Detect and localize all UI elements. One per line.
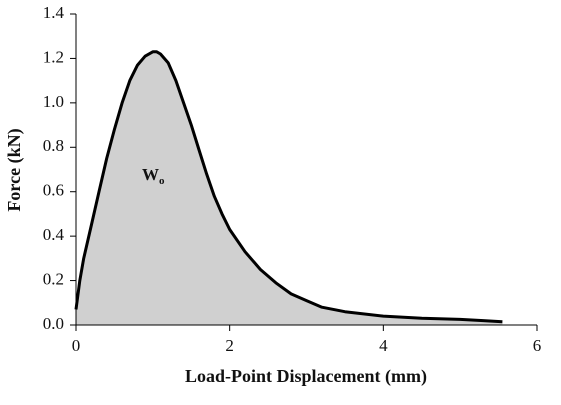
x-tick-label: 6 — [533, 336, 542, 355]
x-axis-title: Load-Point Displacement (mm) — [185, 366, 427, 387]
annotation-subscript: o — [159, 175, 165, 187]
curve — [74, 50, 503, 324]
area-fill — [76, 51, 503, 326]
y-tick-label: 0.6 — [43, 181, 64, 200]
y-tick-label: 1.2 — [43, 47, 64, 66]
y-axis-title: Force (kN) — [4, 128, 25, 211]
y-tick-label: 0.8 — [43, 136, 64, 155]
x-tick-label: 4 — [379, 336, 388, 355]
y-tick-label: 1.0 — [43, 92, 64, 111]
x-tick-label: 0 — [72, 336, 81, 355]
annotation-text: W — [142, 165, 159, 184]
y-tick-label: 1.4 — [43, 3, 65, 22]
y-tick-label: 0.4 — [43, 225, 65, 244]
annotation: Wo — [142, 165, 165, 187]
y-tick-label: 0.0 — [43, 314, 64, 333]
x-tick-label: 2 — [225, 336, 234, 355]
y-tick-label: 0.2 — [43, 269, 64, 288]
